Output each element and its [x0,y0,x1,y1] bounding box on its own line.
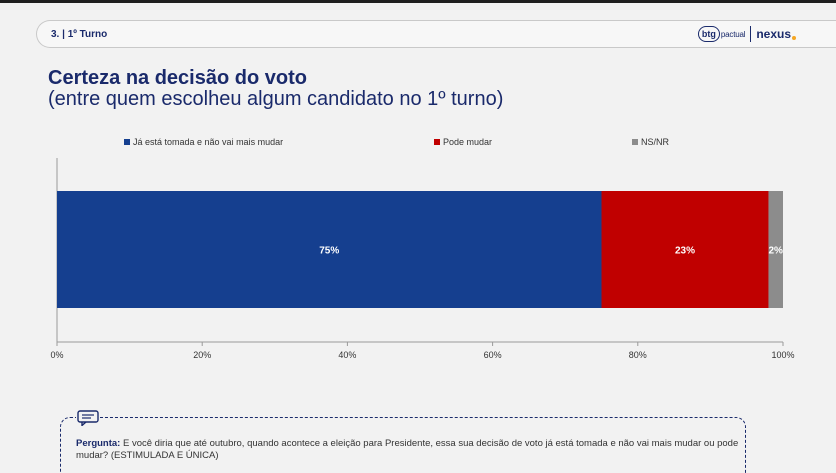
page-subtitle: (entre quem escolheu algum candidato no … [48,88,504,110]
x-tick-label-5: 100% [771,350,794,360]
bar-label-2: 2% [769,246,784,257]
bar-segment-0 [57,191,602,308]
legend-item-2: NS/NR [632,137,669,147]
logo-divider [750,26,752,42]
legend-label-1: Pode mudar [443,137,493,147]
logos: btg pactual nexus [697,24,796,44]
question-body: E você diria que até outubro, quando aco… [76,438,739,461]
question-note-box [60,417,746,473]
nexus-logo: nexus [756,27,791,41]
question-label: Pergunta: [76,438,121,449]
legend-swatch-0 [124,139,130,145]
bar-segment-2 [768,191,783,308]
x-tick-label-0: 0% [50,350,63,360]
page-title: Certeza na decisão do voto [48,67,307,89]
legend-label-0: Já está tomada e não vai mais mudar [133,137,284,147]
legend-item-1: Pode mudar [434,137,492,147]
x-tick-label-2: 40% [338,350,356,360]
btg-logo-text: pactual [720,29,746,39]
x-tick-label-1: 20% [193,350,211,360]
stacked-bar-chart: 0% 20% 40% 60% 80% 100% 75% 23% 2% [50,158,795,360]
nexus-logo-dot-icon [792,36,796,40]
bar-label-1: 23% [675,246,695,257]
bar-label-0: 75% [319,246,339,257]
x-tick-label-3: 60% [484,350,502,360]
chat-bubble-icon [76,409,100,427]
legend-swatch-2 [632,139,638,145]
x-tick-label-4: 80% [629,350,647,360]
legend-item-0: Já está tomada e não vai mais mudar [124,137,283,147]
question-text: Pergunta: E você diria que até outubro, … [76,438,742,462]
legend-label-2: NS/NR [641,137,670,147]
bar-segment-1 [601,191,769,308]
slide: 3. | 1º Turno btg pactual nexus Certeza … [0,3,836,473]
section-label: 3. | 1º Turno [51,29,108,40]
legend-swatch-1 [434,139,440,145]
btg-logo-icon: btg [697,26,720,42]
header-bar: 3. | 1º Turno btg pactual nexus [36,20,836,48]
